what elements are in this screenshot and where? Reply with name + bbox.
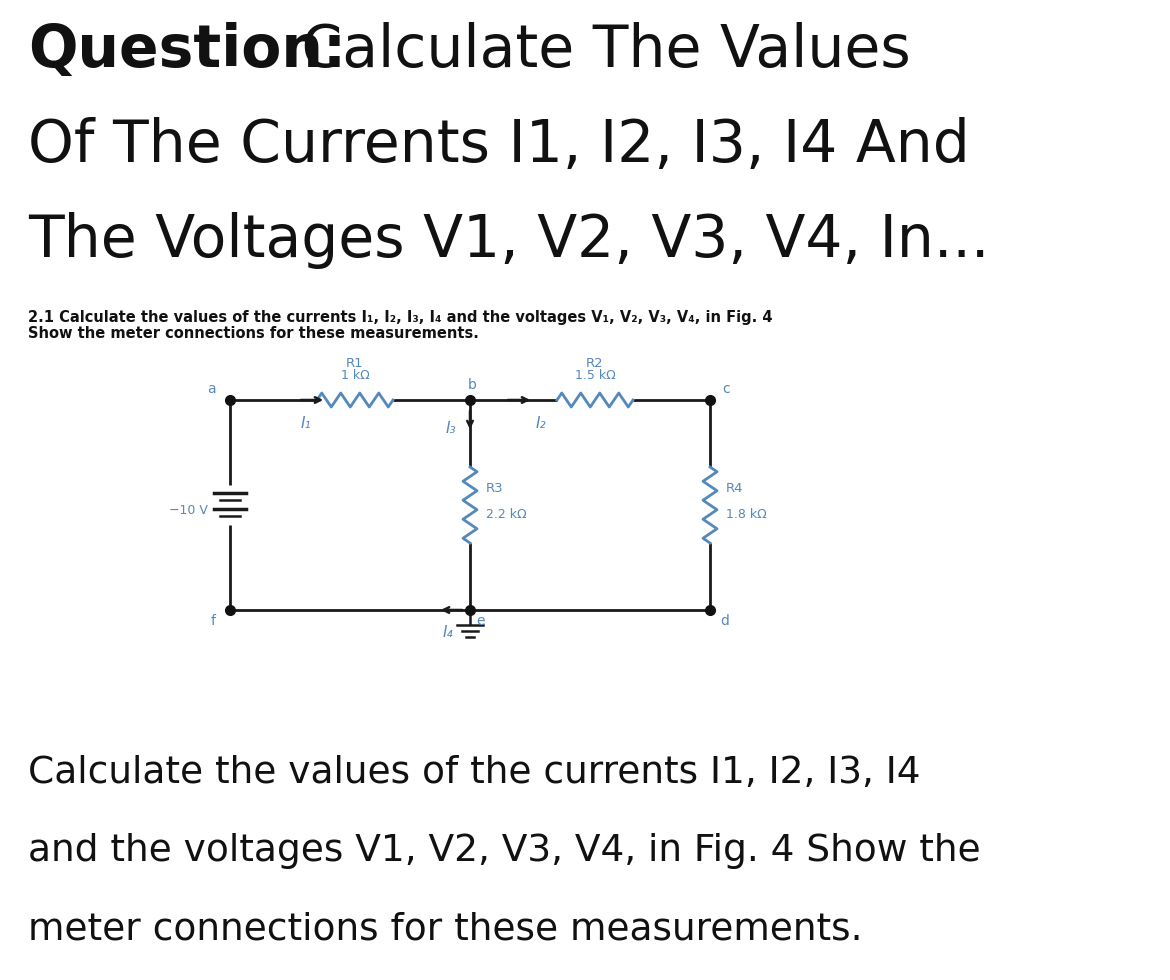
Text: I₃: I₃	[446, 420, 456, 435]
Text: d: d	[720, 614, 729, 628]
Text: Of The Currents I1, I2, I3, I4 And: Of The Currents I1, I2, I3, I4 And	[28, 117, 970, 174]
Text: I₁: I₁	[301, 416, 311, 431]
Text: R4: R4	[727, 482, 743, 495]
Text: I₄: I₄	[442, 625, 453, 640]
Text: e: e	[476, 614, 484, 628]
Text: R2: R2	[586, 357, 604, 370]
Text: Calculate The Values: Calculate The Values	[283, 22, 910, 79]
Text: 2.1 Calculate the values of the currents I₁, I₂, I₃, I₄ and the voltages V₁, V₂,: 2.1 Calculate the values of the currents…	[28, 310, 772, 325]
Text: meter connections for these measurements.: meter connections for these measurements…	[28, 911, 862, 947]
Text: Show the meter connections for these measurements.: Show the meter connections for these mea…	[28, 326, 479, 341]
Text: b: b	[468, 378, 476, 392]
Text: Calculate the values of the currents I1, I2, I3, I4: Calculate the values of the currents I1,…	[28, 755, 921, 791]
Text: f: f	[211, 614, 216, 628]
Text: 1 kΩ: 1 kΩ	[340, 369, 370, 382]
Text: 2.2 kΩ: 2.2 kΩ	[486, 508, 526, 521]
Text: R1: R1	[346, 357, 364, 370]
Text: 1.8 kΩ: 1.8 kΩ	[727, 508, 766, 521]
Text: −10 V: −10 V	[170, 504, 208, 516]
Text: Question:: Question:	[28, 22, 346, 79]
Text: 1.5 kΩ: 1.5 kΩ	[574, 369, 615, 382]
Text: The Voltages V1, V2, V3, V4, In...: The Voltages V1, V2, V3, V4, In...	[28, 212, 990, 269]
Text: a: a	[207, 382, 216, 396]
Text: I₂: I₂	[536, 416, 546, 431]
Text: and the voltages V1, V2, V3, V4, in Fig. 4 Show the: and the voltages V1, V2, V3, V4, in Fig.…	[28, 833, 980, 869]
Text: R3: R3	[486, 482, 503, 495]
Text: c: c	[722, 382, 730, 396]
